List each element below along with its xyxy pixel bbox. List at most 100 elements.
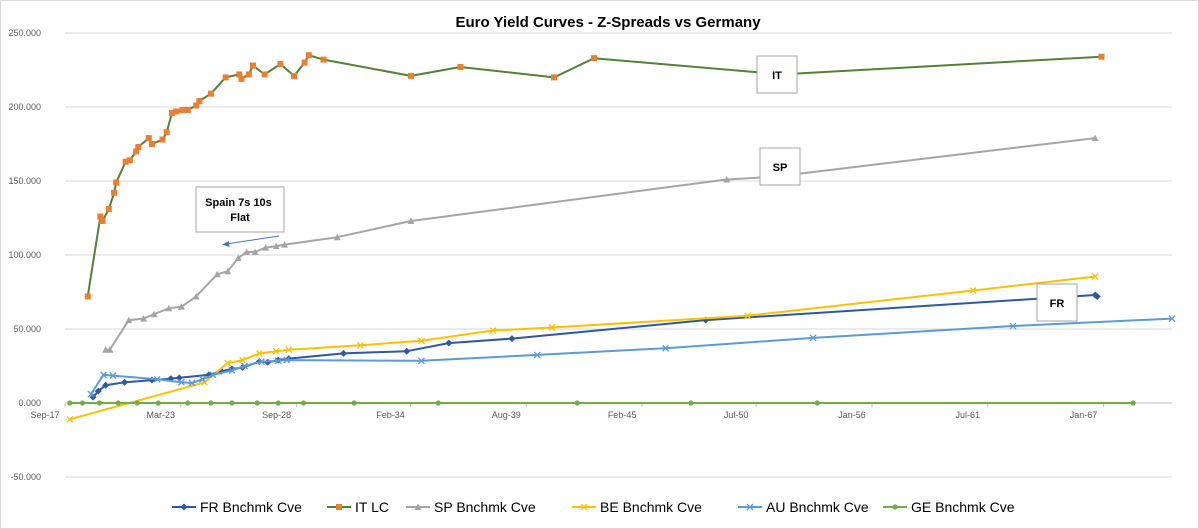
data-point-stroke <box>1168 315 1176 323</box>
data-point <box>140 315 148 322</box>
data-point-stroke <box>239 356 246 364</box>
data-point <box>163 129 170 136</box>
legend-label: IT LC <box>355 499 389 515</box>
data-point <box>150 310 158 318</box>
y-tick-label: 100.000 <box>8 250 41 260</box>
x-tick-label: Feb-34 <box>376 410 405 420</box>
data-point <box>126 157 133 164</box>
annotation-layer: IT SP FR Spain 7s 10s Flat <box>195 55 1078 322</box>
data-point <box>165 304 173 312</box>
data-point <box>574 400 580 406</box>
data-point <box>207 90 214 97</box>
data-point <box>168 109 175 116</box>
chart-title: Euro Yield Curves - Z-Spreads vs Germany <box>455 14 761 31</box>
data-point <box>291 72 298 79</box>
data-point <box>96 400 102 406</box>
data-point <box>274 357 282 365</box>
data-point <box>254 400 260 406</box>
callout-arrow-line <box>225 235 280 245</box>
data-point-stroke <box>285 346 293 354</box>
data-point <box>179 106 186 113</box>
data-point <box>109 372 117 380</box>
data-point-stroke <box>417 337 425 345</box>
data-point <box>272 347 280 355</box>
legend-label: GE Bnchmk Cve <box>911 499 1015 515</box>
data-point <box>196 98 203 105</box>
legend-label: FR Bnchmk Cve <box>200 499 302 515</box>
data-point <box>79 400 86 406</box>
data-point <box>417 337 425 345</box>
data-point <box>173 108 180 115</box>
x-tick-label: Sep-28 <box>262 410 291 420</box>
data-point-stroke <box>274 357 282 365</box>
data-point-stroke <box>417 357 425 365</box>
data-point <box>1091 134 1099 142</box>
data-point <box>414 503 422 510</box>
data-point <box>184 106 191 113</box>
data-point-stroke <box>580 503 588 511</box>
data-point <box>320 56 327 63</box>
data-point-stroke <box>257 358 265 366</box>
data-point <box>251 248 259 256</box>
data-point-stroke <box>548 324 556 331</box>
data-point <box>1091 273 1099 280</box>
data-point <box>121 378 129 386</box>
x-tick-label: Sep-17 <box>30 410 59 420</box>
data-point <box>87 390 95 398</box>
data-point <box>153 375 161 383</box>
data-point <box>234 254 242 261</box>
data-point-stroke <box>662 344 670 352</box>
series-line <box>105 137 1096 351</box>
data-point <box>97 213 104 220</box>
series-sp-bnchmk-cve <box>102 134 1099 353</box>
data-point-stroke <box>199 375 206 383</box>
data-point <box>1093 292 1101 300</box>
y-tick-label: 0.000 <box>18 398 41 408</box>
data-point <box>489 327 497 334</box>
data-point <box>134 400 140 406</box>
x-tick-label: Jan-56 <box>838 410 866 420</box>
callout-spain-box <box>195 186 285 233</box>
data-point <box>746 503 754 511</box>
x-tick-label: Jan-67 <box>1070 410 1098 420</box>
data-point-stroke <box>744 312 752 320</box>
data-point <box>255 349 263 357</box>
data-point-stroke <box>272 347 280 355</box>
data-point-stroke <box>255 349 263 357</box>
data-point <box>185 400 191 406</box>
data-point <box>239 356 246 364</box>
series-be-bnchmk-cve <box>66 273 1099 423</box>
data-point-stroke <box>188 379 196 387</box>
callout-fr-box <box>1036 283 1078 322</box>
data-point <box>407 72 414 79</box>
data-point <box>551 74 558 81</box>
data-point <box>351 400 357 406</box>
data-point <box>135 143 142 150</box>
series-line <box>69 275 1096 421</box>
data-point <box>243 248 251 256</box>
data-point <box>336 504 342 510</box>
data-point <box>723 176 731 183</box>
data-point <box>356 341 364 349</box>
data-point-stroke <box>1009 322 1017 330</box>
data-point <box>192 292 200 300</box>
data-point <box>229 400 235 406</box>
data-point-stroke <box>177 378 185 386</box>
data-point <box>814 400 820 406</box>
series-fr-bnchmk-cve <box>89 291 1101 401</box>
y-tick-label: 200.000 <box>8 102 41 112</box>
legend-label: SP Bnchmk Cve <box>434 499 536 515</box>
data-point-stroke <box>809 334 817 342</box>
legend-item: SP Bnchmk Cve <box>406 499 536 515</box>
data-point <box>175 374 183 382</box>
data-point <box>305 52 312 59</box>
data-point <box>445 339 453 347</box>
data-point <box>113 179 120 186</box>
data-point <box>66 415 74 423</box>
data-point <box>148 141 155 147</box>
data-point-stroke <box>209 371 217 379</box>
legend-item: IT LC <box>327 499 389 515</box>
data-point <box>180 503 188 511</box>
data-point <box>188 379 196 387</box>
